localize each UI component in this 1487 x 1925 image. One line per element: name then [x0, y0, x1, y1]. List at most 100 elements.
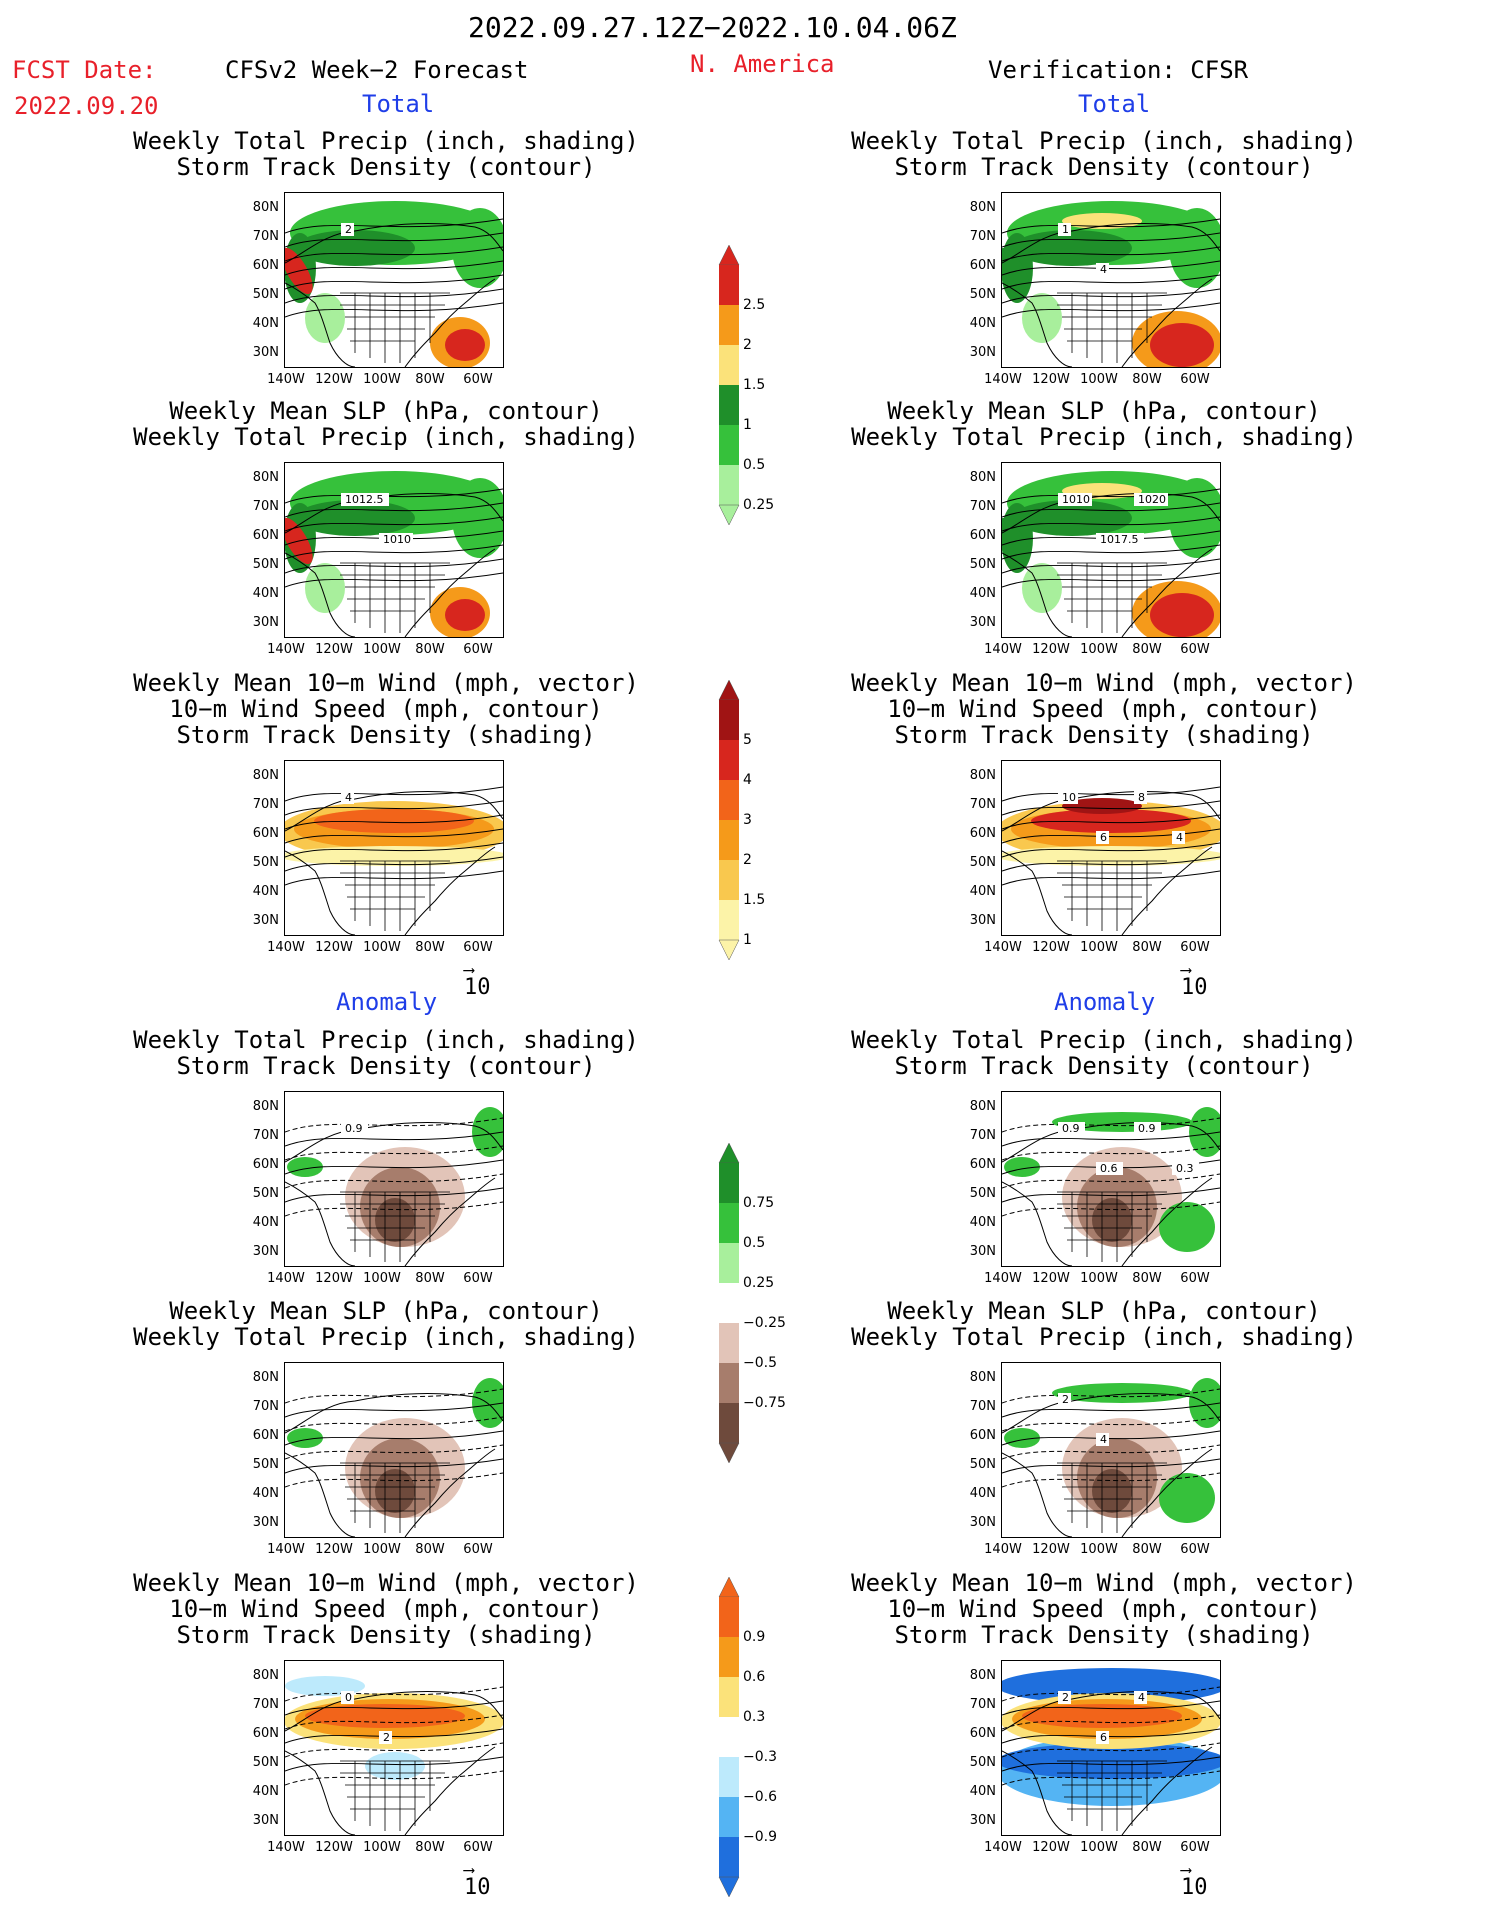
- contour-label-bg: [1058, 791, 1078, 804]
- contour-line: [285, 1742, 503, 1758]
- colorbar-bottom-arrow: [718, 1442, 740, 1463]
- precip-shade-southeast-peak: [445, 329, 485, 361]
- lon-label-80W: 80W: [1132, 940, 1162, 955]
- map-a2l: [284, 1362, 504, 1538]
- lat-label-80N: 80N: [252, 200, 279, 215]
- contour-line: [1002, 516, 1220, 532]
- lon-label-80W: 80W: [415, 1271, 445, 1286]
- colorbar-label-anomaly-precip: 0.5: [743, 1235, 766, 1251]
- contour-label-bg: [379, 533, 413, 546]
- coastline: [1002, 1122, 1220, 1266]
- lat-label-60N: 60N: [252, 258, 279, 273]
- contour-label-bg: [1172, 1162, 1199, 1175]
- coastline: [1002, 223, 1220, 367]
- lon-label-100W: 100W: [363, 642, 401, 657]
- contour-line: [1002, 572, 1220, 588]
- anomaly-precip-wet-west: [1004, 1428, 1040, 1448]
- date-range-title: 2022.09.27.12Z−2022.10.04.06Z: [468, 11, 957, 44]
- lon-label-120W: 120W: [1032, 372, 1070, 387]
- contour-line: [285, 1402, 503, 1418]
- contour-line: [285, 572, 503, 588]
- colorbar-segment: [719, 465, 739, 505]
- contour-line: [285, 502, 503, 518]
- contour-line: [1002, 288, 1220, 304]
- lat-label-60N: 60N: [252, 1157, 279, 1172]
- contour-label: 0.6: [1100, 1162, 1118, 1175]
- contour-line: [1002, 1430, 1220, 1446]
- contour-label: 2: [1062, 1393, 1069, 1406]
- contour-label-bg: [1134, 1691, 1147, 1704]
- lat-label-50N: 50N: [969, 1457, 996, 1472]
- lat-label-70N: 70N: [252, 797, 279, 812]
- state-boundaries: [1057, 1760, 1167, 1831]
- contour-label-bg: [1058, 223, 1071, 236]
- colorbar-bottom-arrow: [718, 1876, 740, 1897]
- colorbar-segment: [719, 1637, 739, 1677]
- coastline: [1002, 493, 1220, 637]
- lat-label-50N: 50N: [252, 287, 279, 302]
- lat-label-30N: 30N: [252, 1813, 279, 1828]
- contour-line: [285, 1173, 503, 1189]
- contour-line: [1002, 260, 1220, 276]
- anomaly-precip-wet-arctic: [1052, 1383, 1192, 1403]
- coastline: [285, 1122, 503, 1266]
- vector-reference: ⟶ 10: [1181, 960, 1208, 1001]
- contour-line: [1002, 1686, 1220, 1702]
- colorbar-top-arrow: [718, 1143, 740, 1164]
- contour-line: [285, 1770, 503, 1786]
- contour-line: [285, 1458, 503, 1474]
- precip-shade-atlantic: [452, 208, 503, 288]
- contour-label: 4: [1176, 831, 1183, 844]
- colorbar-total-precip: [718, 245, 740, 525]
- lon-label-140W: 140W: [267, 940, 305, 955]
- contour-label: 1010: [1062, 493, 1090, 506]
- model-title: CFSv2 Week−2 Forecast: [225, 56, 529, 84]
- coastline: [285, 791, 503, 935]
- vector-reference-value: 10: [1181, 1875, 1208, 1900]
- contour-label: 0.3: [1176, 1162, 1194, 1175]
- contour-line: [1002, 1416, 1220, 1432]
- lat-label-40N: 40N: [252, 1215, 279, 1230]
- contour-line: [285, 814, 503, 830]
- coastline: [285, 493, 503, 637]
- lon-label-80W: 80W: [415, 642, 445, 657]
- colorbar-segment: [719, 1243, 739, 1283]
- panel-title-a1r: Weekly Total Precip (inch, shading) Stor…: [851, 1026, 1357, 1080]
- colorbar-segment: [719, 1757, 739, 1797]
- contour-line: [285, 786, 503, 802]
- contour-line: [1002, 502, 1220, 518]
- anomaly-precip-wet-west: [1004, 1157, 1040, 1177]
- panel-title-t2r: Weekly Mean SLP (hPa, contour) Weekly To…: [851, 397, 1357, 451]
- lon-label-60W: 60W: [463, 642, 493, 657]
- lat-label-30N: 30N: [252, 615, 279, 630]
- lat-label-80N: 80N: [252, 1370, 279, 1385]
- lon-label-100W: 100W: [363, 1542, 401, 1557]
- lat-label-30N: 30N: [252, 1515, 279, 1530]
- coastline: [1002, 1393, 1220, 1537]
- state-boundaries: [1057, 292, 1167, 363]
- contour-line: [1002, 274, 1220, 290]
- map-t3r: 10 6 8 4: [1001, 760, 1221, 936]
- lat-label-50N: 50N: [969, 287, 996, 302]
- contour-label: 1020: [1138, 493, 1166, 506]
- contour-label-bg: [1096, 1433, 1109, 1446]
- state-boundaries: [1057, 562, 1167, 633]
- lon-label-80W: 80W: [415, 1840, 445, 1855]
- colorbar-label-anomaly-storm-density: −0.9: [743, 1829, 777, 1845]
- contour-line: [1002, 870, 1220, 886]
- storm-shade-edge: [1002, 846, 1220, 866]
- contour-line: [285, 288, 503, 304]
- lon-label-60W: 60W: [463, 1542, 493, 1557]
- lon-label-100W: 100W: [1080, 940, 1118, 955]
- lat-label-70N: 70N: [969, 1697, 996, 1712]
- panel-title-a2r: Weekly Mean SLP (hPa, contour) Weekly To…: [851, 1297, 1357, 1351]
- map-a3r: 2 6 4: [1001, 1660, 1221, 1836]
- lon-label-120W: 120W: [315, 372, 353, 387]
- colorbar-label-anomaly-precip: 0.75: [743, 1195, 775, 1211]
- colorbar-label-anomaly-storm-density: −0.6: [743, 1789, 777, 1805]
- panel-title-a1l: Weekly Total Precip (inch, shading) Stor…: [133, 1026, 639, 1080]
- contour-label-bg: [1096, 1731, 1109, 1744]
- lat-label-70N: 70N: [252, 1697, 279, 1712]
- lat-label-70N: 70N: [969, 499, 996, 514]
- lat-label-40N: 40N: [252, 1784, 279, 1799]
